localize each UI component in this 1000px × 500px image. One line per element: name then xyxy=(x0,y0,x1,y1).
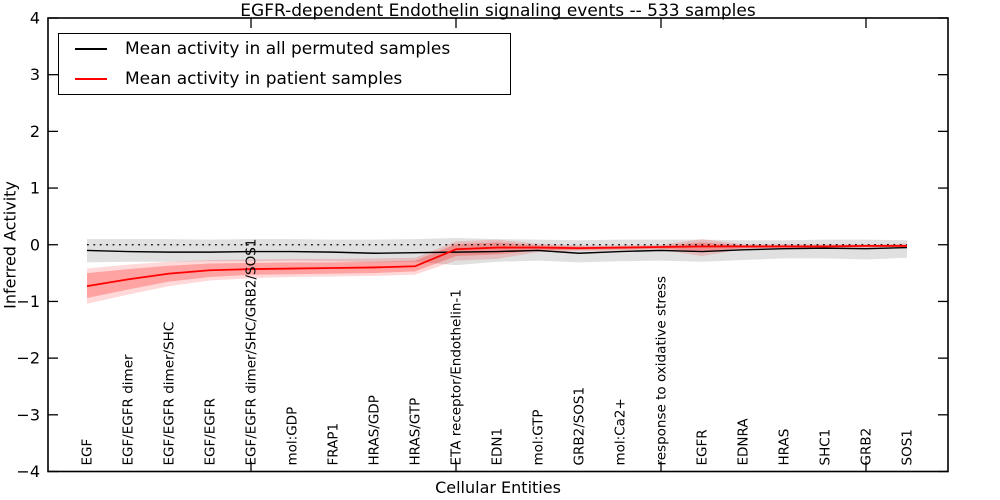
legend-line-swatch-1 xyxy=(75,77,107,80)
series-line-1 xyxy=(86,244,907,288)
x-category-label: SOS1 xyxy=(900,429,916,465)
x-category-label: FRAP1 xyxy=(326,423,342,466)
band-patient-samples-outer-range xyxy=(87,239,907,304)
legend-label: Mean activity in all permuted samples xyxy=(125,39,451,60)
y-tick-label: −4 xyxy=(16,462,40,481)
x-category-label: EGF/EGFR dimer/SHC xyxy=(162,322,178,466)
x-category-label: EDNRA xyxy=(736,418,752,466)
x-category-label: HRAS/GDP xyxy=(367,395,383,465)
x-category-label: SHC1 xyxy=(818,429,834,466)
x-category-label: mol:GTP xyxy=(531,409,547,465)
x-category-label: EDN1 xyxy=(490,428,506,466)
y-tick-label: 0 xyxy=(30,235,40,254)
band-patient-samples-inner-range xyxy=(87,242,907,299)
x-category-label: EGF/EGFR xyxy=(203,398,219,465)
x-category-label: mol:Ca2+ xyxy=(613,398,629,465)
y-tick-label: 3 xyxy=(30,65,40,84)
legend-item-patient: Mean activity in patient samples xyxy=(59,65,510,93)
x-category-label: GRB2 xyxy=(859,428,875,466)
y-tick-label: 2 xyxy=(30,122,40,141)
legend-label: Mean activity in patient samples xyxy=(125,68,403,89)
x-category-label: ETA receptor/Endothelin-1 xyxy=(449,289,465,465)
x-category-label: GRB2/SOS1 xyxy=(572,387,588,466)
legend: Mean activity in all permuted samples Me… xyxy=(58,33,511,95)
y-tick-label: −2 xyxy=(16,349,40,368)
x-axis-title: Cellular Entities xyxy=(435,478,561,497)
y-tick-label: −3 xyxy=(16,405,40,424)
x-category-label: EGFR xyxy=(695,429,711,465)
x-category-label: EGF/EGFR dimer/SHC/GRB2/SOS1 xyxy=(244,239,260,466)
y-tick-label: −1 xyxy=(16,292,40,311)
x-category-label: EGF xyxy=(80,439,96,466)
x-category-label: response to oxidative stress xyxy=(654,276,670,465)
x-category-label: HRAS xyxy=(777,429,793,466)
y-tick-label: 4 xyxy=(30,9,40,28)
legend-line-swatch-0 xyxy=(75,48,107,51)
chart-title: EGFR-dependent Endothelin signaling even… xyxy=(240,1,756,21)
x-category-label: EGF/EGFR dimer xyxy=(121,354,137,466)
y-tick-label: 1 xyxy=(30,179,40,198)
series-line-0 xyxy=(86,246,908,254)
y-axis-title: Inferred Activity xyxy=(0,181,20,309)
x-category-label: HRAS/GTP xyxy=(408,398,424,466)
legend-item-permuted: Mean activity in all permuted samples xyxy=(59,35,510,63)
x-category-label: mol:GDP xyxy=(285,407,301,466)
